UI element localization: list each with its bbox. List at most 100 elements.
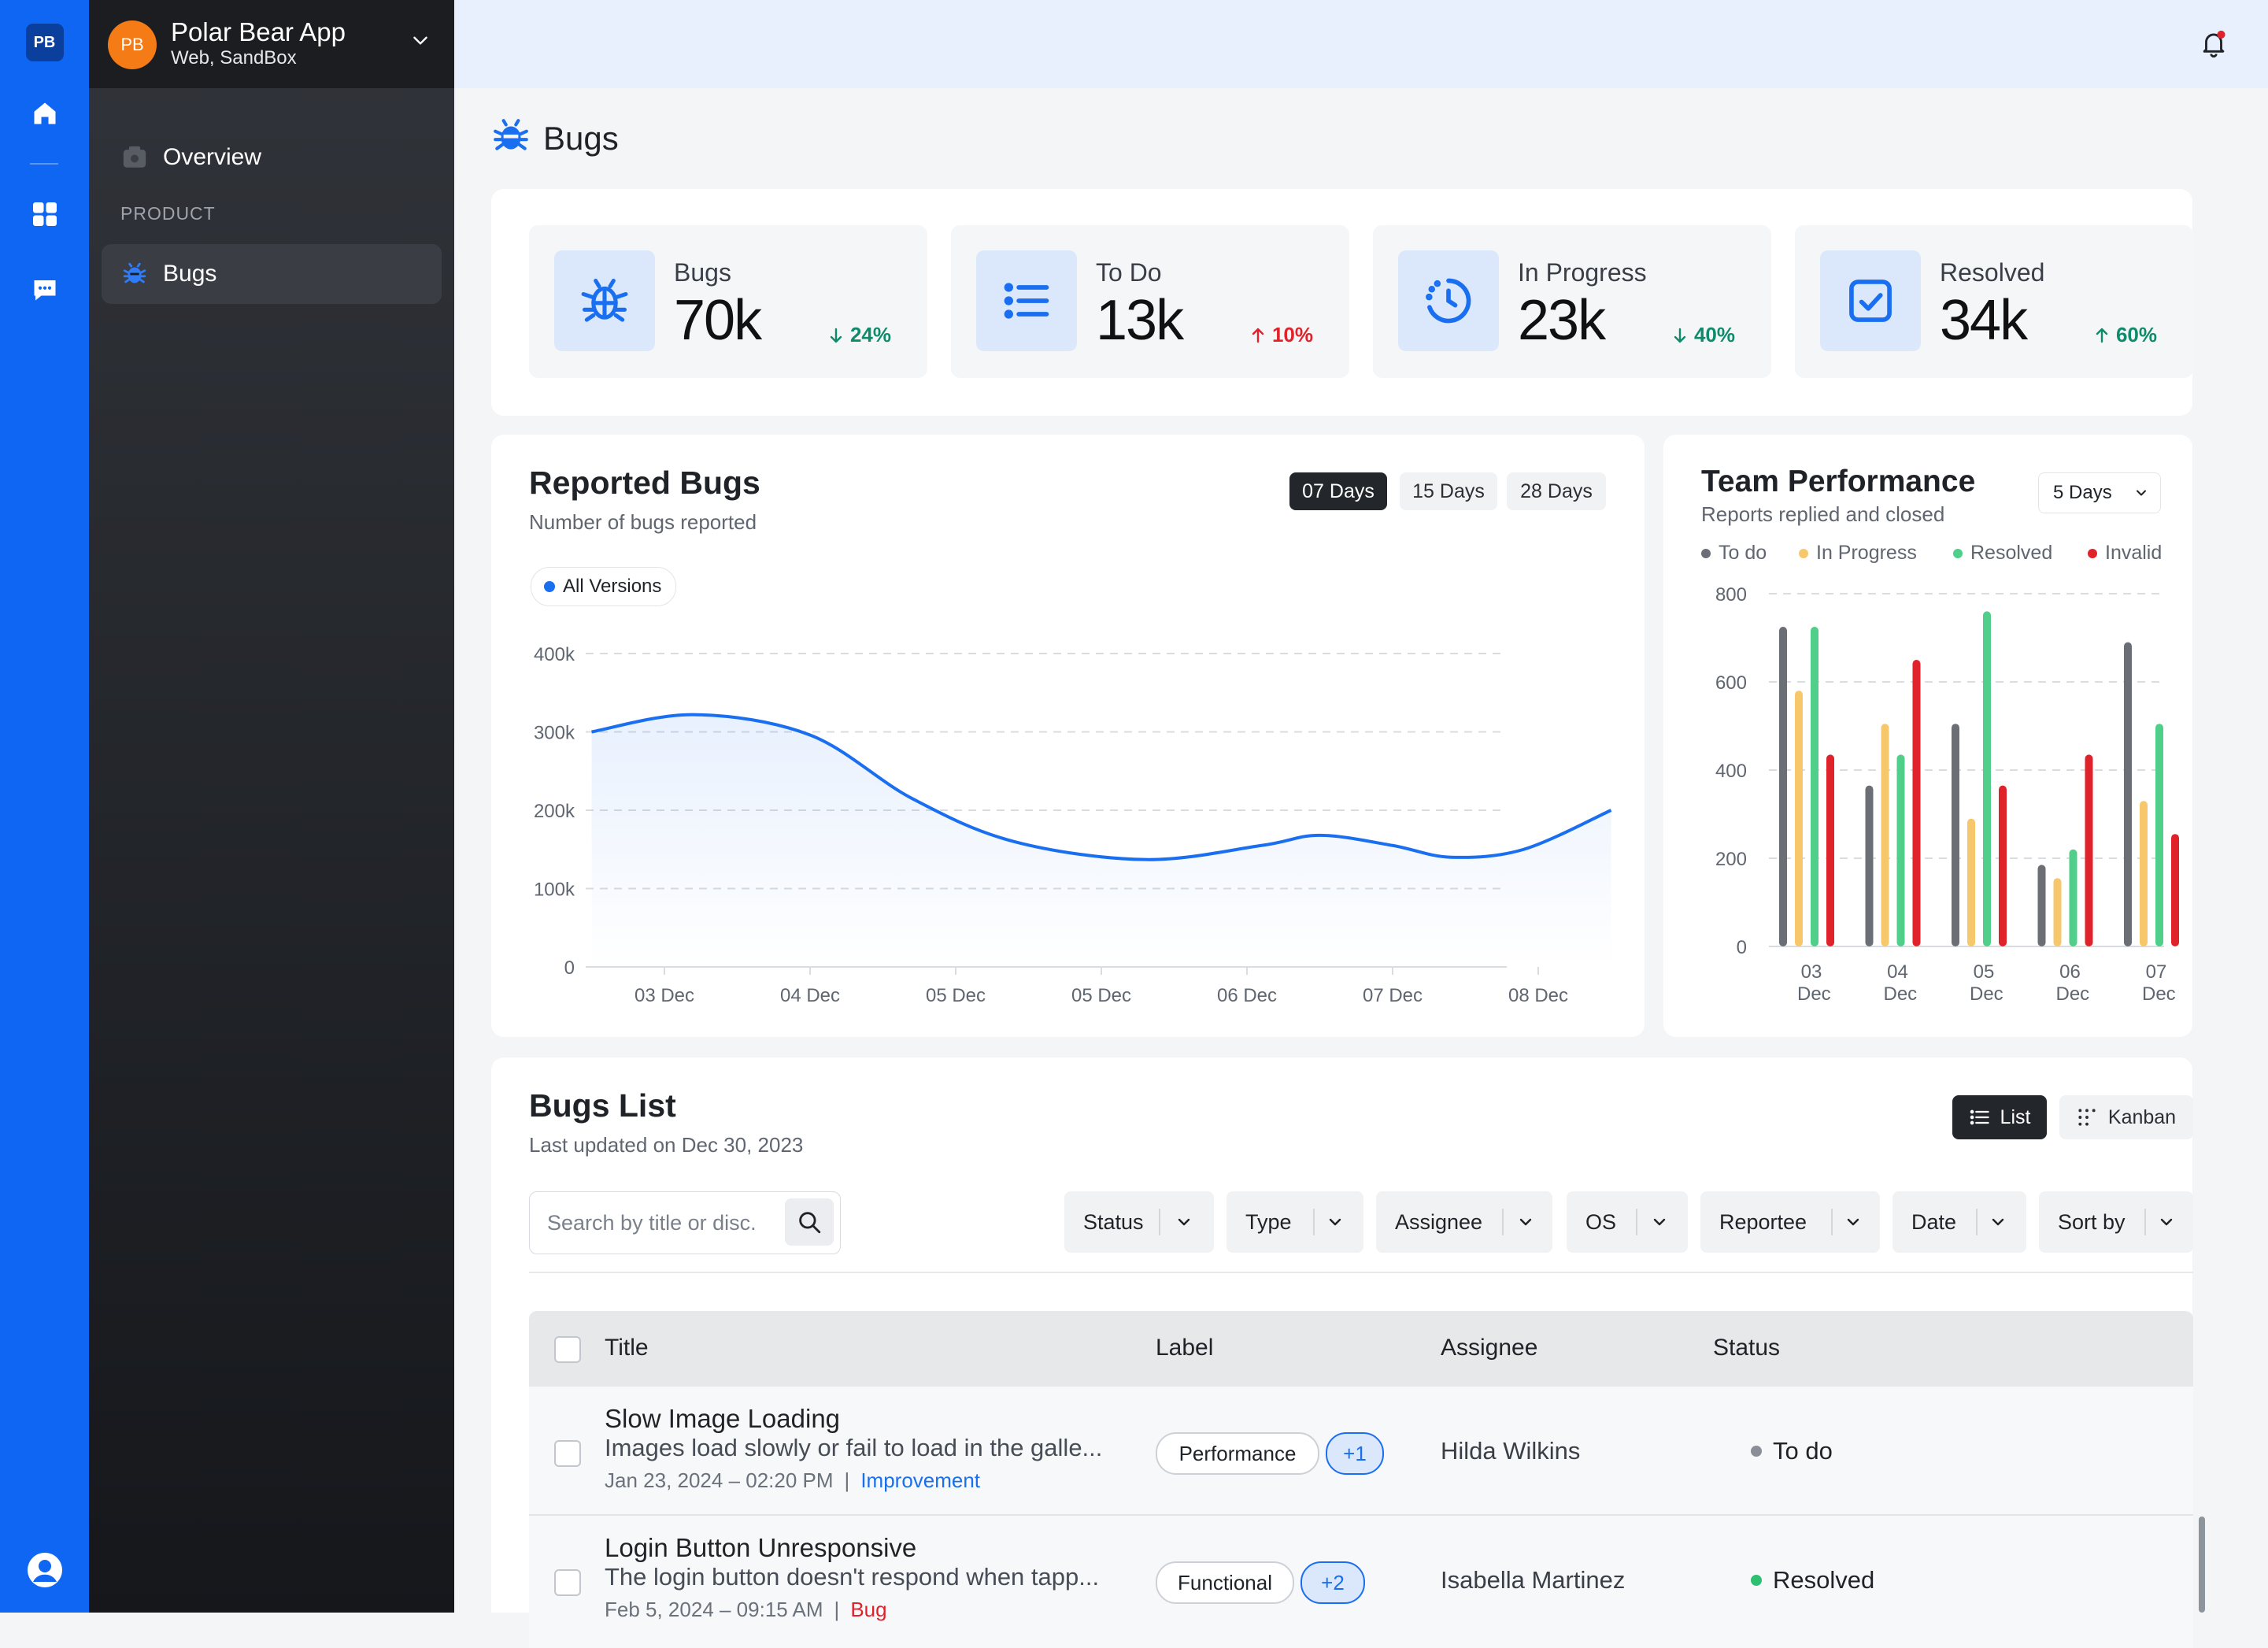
- stat-value: 23k: [1518, 289, 1606, 352]
- filter-date-dropdown[interactable]: Date: [1892, 1191, 2026, 1253]
- reported-bugs-subtitle: Number of bugs reported: [529, 510, 757, 534]
- legend-item: To do: [1701, 542, 1767, 565]
- kanban-icon: [2078, 1109, 2096, 1126]
- filter-reportee-dropdown[interactable]: Reportee: [1700, 1191, 1880, 1253]
- x-tick-label: 05 Dec: [926, 985, 986, 1006]
- versions-filter-label: All Versions: [563, 576, 662, 597]
- filter-assignee-dropdown[interactable]: Assignee: [1376, 1191, 1552, 1253]
- y-tick-label: 0: [564, 957, 575, 979]
- x-tick-label: 07 Dec: [2137, 961, 2175, 1005]
- column-header-assignee[interactable]: Assignee: [1441, 1335, 1538, 1361]
- bug-meta: Feb 5, 2024 – 09:15 AM | Bug: [605, 1598, 887, 1622]
- select-all-checkbox[interactable]: [554, 1336, 581, 1363]
- row-checkbox[interactable]: [554, 1440, 581, 1467]
- home-icon[interactable]: [0, 99, 89, 128]
- sort-by-dropdown[interactable]: Sort by: [2039, 1191, 2193, 1253]
- filter-label: Sort by: [2058, 1209, 2126, 1234]
- stat-trend: 40%: [1670, 323, 1735, 347]
- bar-to-do: [2037, 865, 2046, 946]
- legend-item: In Progress: [1799, 542, 1917, 565]
- bar-invalid: [2085, 754, 2093, 946]
- sidebar-item-label: Bugs: [163, 261, 217, 287]
- sidebar: PB Polar Bear App Web, SandBox Overview …: [89, 0, 454, 1613]
- range-28-days-button[interactable]: 28 Days: [1507, 472, 1606, 510]
- grid-icon[interactable]: [0, 200, 89, 228]
- line-area: [591, 714, 1611, 967]
- legend-dot: [1953, 548, 1963, 558]
- arrow-down-icon: [1674, 328, 1686, 343]
- range-15-days-button[interactable]: 15 Days: [1400, 472, 1497, 510]
- range-7-days-button[interactable]: 07 Days: [1289, 472, 1387, 510]
- filter-status-dropdown[interactable]: Status: [1064, 1191, 1214, 1253]
- filter-label: OS: [1585, 1209, 1617, 1234]
- legend-item: Resolved: [1953, 542, 2052, 565]
- x-tick-label: 03 Dec: [1792, 961, 1830, 1005]
- table-row[interactable]: Login Button Unresponsive The login butt…: [529, 1516, 2193, 1648]
- column-header-status[interactable]: Status: [1713, 1335, 1781, 1361]
- bug-date: Jan 23, 2024 – 02:20 PM: [605, 1468, 834, 1492]
- team-performance-title: Team Performance: [1701, 465, 1976, 498]
- x-tick-label: 07 Dec: [1363, 985, 1423, 1006]
- column-header-title[interactable]: Title: [605, 1335, 649, 1361]
- filter-divider: [1502, 1209, 1504, 1235]
- stat-label: Bugs: [674, 258, 731, 287]
- versions-filter-pill[interactable]: All Versions: [531, 567, 677, 606]
- y-tick-label: 600: [1715, 672, 1747, 694]
- bug-title[interactable]: Login Button Unresponsive: [605, 1533, 917, 1562]
- stat-trend: 24%: [827, 323, 891, 347]
- bar-resolved: [1896, 754, 1905, 946]
- table-row[interactable]: Slow Image Loading Images load slowly or…: [529, 1387, 2193, 1519]
- list-scrollbar[interactable]: [2199, 1517, 2205, 1613]
- status-dot: [1751, 1446, 1762, 1457]
- x-tick-label: 03 Dec: [635, 985, 694, 1006]
- stats-summary-card: Bugs 70k 24% To Do 13k 10% In Progress 2…: [491, 189, 2193, 416]
- label-chip[interactable]: Performance: [1156, 1432, 1319, 1475]
- app-switcher[interactable]: PB Polar Bear App Web, SandBox: [89, 0, 454, 88]
- table-header: Title Label Assignee Status: [529, 1311, 2193, 1387]
- arrow-up-icon: [2096, 328, 2108, 343]
- sidebar-item-overview[interactable]: Overview: [102, 128, 442, 187]
- filter-type-dropdown[interactable]: Type: [1226, 1191, 1363, 1253]
- search-button[interactable]: [785, 1198, 834, 1246]
- user-profile-icon[interactable]: [0, 1551, 89, 1589]
- app-environment: Web, SandBox: [171, 47, 297, 69]
- bug-assignee: Isabella Martinez: [1441, 1566, 1626, 1594]
- checkbox-checked-icon: [1820, 250, 1921, 351]
- filter-os-dropdown[interactable]: OS: [1567, 1191, 1688, 1253]
- sidebar-item-bugs[interactable]: Bugs: [102, 244, 442, 304]
- bar-in-progress: [2140, 801, 2148, 946]
- filter-divider: [1159, 1209, 1160, 1235]
- bar-invalid: [1826, 754, 1834, 946]
- x-tick-label: 04 Dec: [1878, 961, 1917, 1005]
- app-name: Polar Bear App: [171, 17, 346, 46]
- arrow-up-icon: [1252, 328, 1264, 343]
- column-header-label[interactable]: Label: [1156, 1335, 1214, 1361]
- page-title: Bugs: [543, 119, 619, 157]
- filter-label: Reportee: [1719, 1209, 1807, 1234]
- view-kanban-button[interactable]: Kanban: [2059, 1095, 2193, 1139]
- x-tick-label: 05 Dec: [1964, 961, 2003, 1005]
- legend-label: Resolved: [1970, 542, 2053, 564]
- meta-separator: |: [834, 1598, 840, 1621]
- label-chip[interactable]: Functional: [1156, 1561, 1294, 1604]
- row-checkbox[interactable]: [554, 1569, 581, 1596]
- view-list-button[interactable]: List: [1952, 1095, 2047, 1139]
- more-labels-chip[interactable]: +2: [1300, 1561, 1365, 1604]
- bug-date: Feb 5, 2024 – 09:15 AM: [605, 1598, 823, 1621]
- search-box: [529, 1191, 841, 1254]
- filter-divider: [1976, 1209, 1978, 1235]
- workspace-logo[interactable]: PB: [0, 24, 89, 61]
- x-tick-label: 04 Dec: [780, 985, 840, 1006]
- bug-title[interactable]: Slow Image Loading: [605, 1404, 841, 1433]
- team-range-select[interactable]: 5 Days: [2038, 472, 2161, 513]
- arrow-down-icon: [830, 328, 842, 343]
- more-labels-chip[interactable]: +1: [1326, 1432, 1384, 1475]
- chat-icon[interactable]: [0, 276, 89, 304]
- search-input[interactable]: [546, 1208, 785, 1238]
- list-icon: [1970, 1109, 1989, 1125]
- chevron-down-icon: [1178, 1218, 1190, 1226]
- notification-bell-icon[interactable]: [2199, 28, 2229, 62]
- bugs-list-card: Bugs List Last updated on Dec 30, 2023 L…: [491, 1057, 2193, 1648]
- chevron-down-icon[interactable]: [410, 30, 431, 54]
- bug-icon: [120, 260, 149, 288]
